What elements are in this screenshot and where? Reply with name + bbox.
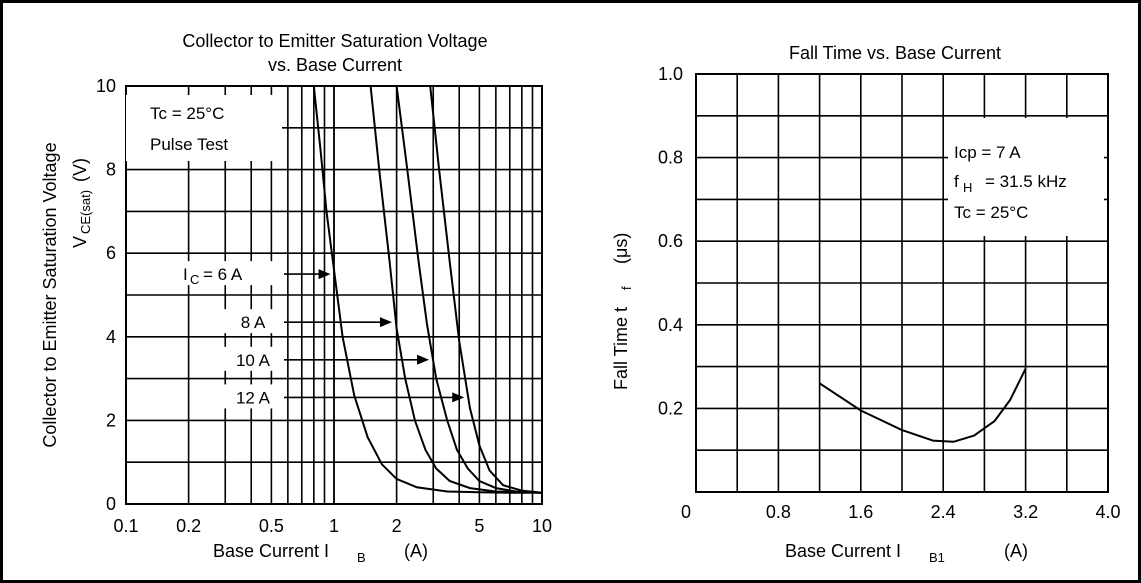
right-condition-f-sub: H xyxy=(963,180,972,195)
left-x-tick-label: 5 xyxy=(474,516,484,536)
left-x-tick-label: 0.1 xyxy=(113,516,138,536)
right-y-tick-label: 0.4 xyxy=(658,315,683,335)
left-chart-annotations: I C = 6 A 8 A 10 A 12 A xyxy=(181,261,465,409)
left-ylabel2: V CE(sat) (V) xyxy=(70,158,93,248)
left-ylabel: Collector to Emitter Saturation Voltage xyxy=(40,142,60,447)
left-annotation-label: 8 A xyxy=(241,313,266,332)
left-series-line xyxy=(395,85,543,494)
left-annotation-bg xyxy=(223,346,286,371)
left-xlabel-sub: B xyxy=(357,550,366,565)
left-annotation-label: 10 A xyxy=(236,351,271,370)
left-y-tick-label: 2 xyxy=(106,410,116,430)
left-annotation-prefix: I xyxy=(183,265,188,284)
left-chart-subtitle: vs. Base Current xyxy=(268,55,402,75)
right-series-line xyxy=(819,368,1027,443)
right-condition-freq: = 31.5 kHz xyxy=(985,172,1067,191)
right-y-tick-label: 0.8 xyxy=(658,148,683,168)
right-chart-grid xyxy=(695,73,1109,493)
right-ylabel-group: Fall Time t f (μs) xyxy=(611,233,634,390)
left-annotation-bg xyxy=(181,261,286,286)
left-x-tick-label: 2 xyxy=(392,516,402,536)
left-condition-pulse: Pulse Test xyxy=(150,135,228,154)
right-x-tick-label: 0.8 xyxy=(766,502,791,522)
right-y-tick-label: 0.6 xyxy=(658,231,683,251)
right-condition-f: f xyxy=(954,172,959,191)
left-annotation-bg xyxy=(223,384,286,409)
saturation-voltage-chart: Collector to Emitter Saturation Voltage … xyxy=(40,31,552,565)
left-x-tick-label: 1 xyxy=(329,516,339,536)
left-y-tick-label: 8 xyxy=(106,160,116,180)
right-condition-icp: Icp = 7 A xyxy=(954,143,1021,162)
left-y-tick-label: 0 xyxy=(106,494,116,514)
right-plot-frame xyxy=(695,73,1109,493)
right-ylabel-sub: f xyxy=(619,286,634,290)
left-annotation-arrowhead xyxy=(379,317,392,328)
left-series-line xyxy=(369,85,543,494)
right-x-tick-label: 0 xyxy=(681,502,691,522)
left-y-tick-label: 6 xyxy=(106,243,116,263)
right-ylabel: Fall Time t xyxy=(611,307,631,390)
fall-time-chart: Fall Time vs. Base Current 0 0.8 1.6 2.4 3.2… xyxy=(611,43,1121,565)
right-chart-title: Fall Time vs. Base Current xyxy=(789,43,1001,63)
left-y-tick-label: 4 xyxy=(106,327,116,347)
left-series-line xyxy=(312,85,542,494)
left-chart-grid xyxy=(125,85,543,505)
right-x-tick-label: 1.6 xyxy=(848,502,873,522)
left-annotation-label: = 6 A xyxy=(203,265,243,284)
right-x-tick-label: 4.0 xyxy=(1095,502,1120,522)
right-x-tick-label: 3.2 xyxy=(1013,502,1038,522)
left-annotation-arrowhead xyxy=(417,354,430,365)
right-xlabel: Base Current I xyxy=(785,541,901,561)
right-conditions-box xyxy=(948,118,1104,236)
right-ylabel-unit: (μs) xyxy=(611,233,631,264)
left-annotation-arrowhead xyxy=(452,392,465,403)
left-x-tick-label: 10 xyxy=(532,516,552,536)
left-conditions-box xyxy=(126,95,282,161)
right-y-tick-label: 1.0 xyxy=(658,64,683,84)
left-xlabel-unit: (A) xyxy=(404,541,428,561)
right-chart-curves xyxy=(819,368,1027,443)
left-series-line xyxy=(429,85,543,494)
right-y-tick-label: 0.2 xyxy=(658,398,683,418)
right-condition-temp: Tc = 25°C xyxy=(954,203,1028,222)
left-chart-curves xyxy=(312,85,543,494)
right-xlabel-unit: (A) xyxy=(1004,541,1028,561)
left-condition-temp: Tc = 25°C xyxy=(150,104,224,123)
left-annotation-arrowhead xyxy=(318,269,331,280)
left-chart-ticks: 0.1 0.2 0.5 1 2 5 10 0 2 4 6 8 10 xyxy=(96,76,552,536)
right-xlabel-sub: B1 xyxy=(929,550,945,565)
left-annotation-label: 12 A xyxy=(236,388,271,407)
right-chart-ticks: 0 0.8 1.6 2.4 3.2 4.0 0.2 0.4 0.6 0.8 1.0 xyxy=(658,64,1121,522)
left-annotation-sub: C xyxy=(190,272,199,287)
left-ylabel2-v: V xyxy=(70,236,90,248)
left-annotation-bg xyxy=(223,309,286,334)
left-y-tick-label: 10 xyxy=(96,76,116,96)
left-ylabel2-sub: CE(sat) xyxy=(78,190,93,234)
right-x-tick-label: 2.4 xyxy=(931,502,956,522)
left-plot-frame xyxy=(125,85,543,505)
left-x-tick-label: 0.2 xyxy=(176,516,201,536)
left-ylabel2-unit: (V) xyxy=(70,158,90,182)
left-xlabel: Base Current I xyxy=(213,541,329,561)
left-chart-title: Collector to Emitter Saturation Voltage xyxy=(182,31,487,51)
left-x-tick-label: 0.5 xyxy=(259,516,284,536)
